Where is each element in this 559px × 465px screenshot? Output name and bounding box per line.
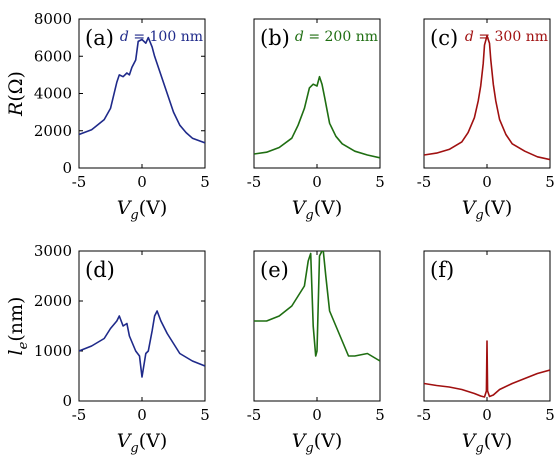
x-tick-label: 5	[375, 406, 385, 424]
y-axis-label: le(nm)	[5, 297, 31, 356]
panel-label: (d)	[85, 258, 115, 282]
y-tick-label: 1000	[34, 342, 72, 360]
x-axis-label: Vg(V)	[117, 197, 168, 223]
x-tick-label: -5	[72, 173, 87, 191]
panel-label: (b)	[260, 26, 290, 50]
x-tick-label: 0	[312, 406, 322, 424]
x-tick-label: 0	[137, 406, 147, 424]
x-tick-label: 5	[375, 173, 385, 191]
data-line	[79, 310, 205, 378]
x-tick-label: 0	[137, 173, 147, 191]
x-tick-label: -5	[247, 406, 262, 424]
x-tick-label: -5	[72, 406, 87, 424]
y-axis-label: R(Ω)	[5, 71, 27, 117]
data-line	[424, 35, 550, 161]
data-line	[424, 340, 550, 398]
panel-label: (e)	[260, 258, 289, 282]
y-tick-label: 6000	[34, 47, 72, 65]
thickness-label: d = 100 nm	[120, 29, 203, 45]
chart-panel-2: -5 0 5 (b) d = 200 nm Vg(V)	[247, 18, 385, 223]
panel-label: (a)	[85, 26, 114, 50]
data-line	[79, 36, 205, 144]
thickness-label: d = 200 nm	[295, 29, 378, 45]
chart-panel-6: -5 0 5 (f) Vg(V)	[417, 250, 555, 456]
y-tick-label: 0	[62, 392, 72, 410]
y-tick-label: 8000	[34, 10, 72, 28]
data-line	[254, 75, 380, 159]
x-tick-label: 0	[482, 406, 492, 424]
y-tick-label: 0	[62, 159, 72, 177]
x-axis-label: Vg(V)	[292, 197, 343, 223]
x-tick-label: 5	[200, 173, 210, 191]
x-axis-label: Vg(V)	[462, 197, 513, 223]
y-tick-label: 2000	[34, 122, 72, 140]
data-line	[254, 251, 380, 362]
y-tick-label: 3000	[34, 242, 72, 260]
x-axis-label: Vg(V)	[292, 430, 343, 456]
thickness-label: d = 300 nm	[465, 29, 548, 45]
x-axis-label: Vg(V)	[117, 430, 168, 456]
x-tick-label: 5	[200, 406, 210, 424]
x-tick-label: -5	[247, 173, 262, 191]
y-tick-label: 2000	[34, 292, 72, 310]
x-tick-label: 5	[545, 406, 555, 424]
panel-label: (c)	[430, 26, 458, 50]
x-tick-label: 0	[482, 173, 492, 191]
chart-panel-3: -5 0 5 (c) d = 300 nm Vg(V)	[417, 18, 555, 223]
x-tick-label: -5	[417, 406, 432, 424]
x-tick-label: -5	[417, 173, 432, 191]
x-tick-label: 0	[312, 173, 322, 191]
x-axis-label: Vg(V)	[462, 430, 513, 456]
panel-label: (f)	[430, 258, 454, 282]
chart-panel-5: -5 0 5 (e) Vg(V)	[247, 250, 385, 456]
y-tick-label: 4000	[34, 85, 72, 103]
x-tick-label: 5	[545, 173, 555, 191]
